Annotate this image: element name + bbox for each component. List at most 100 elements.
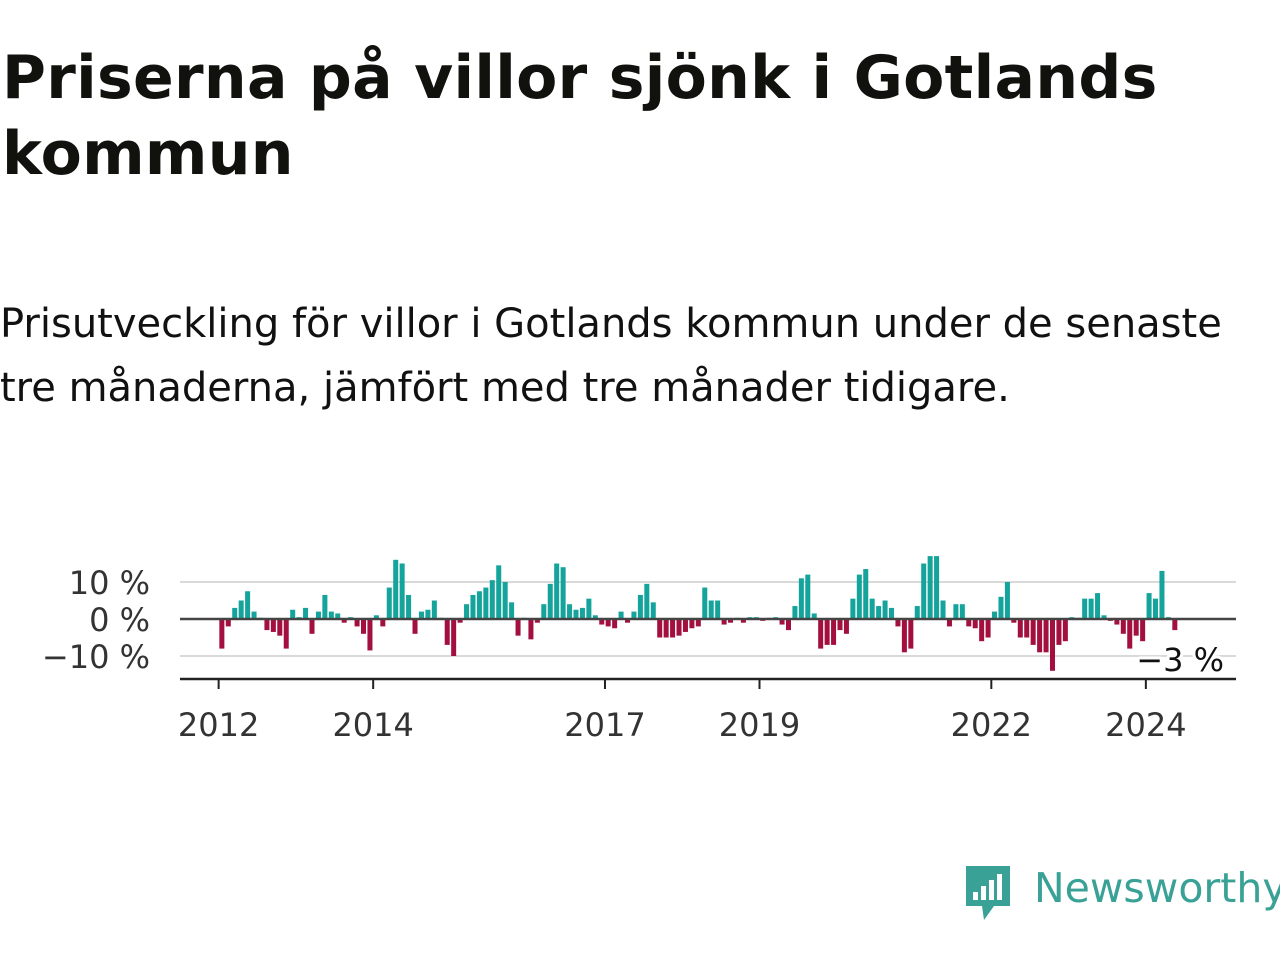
bar	[689, 619, 695, 629]
x-tick-label: 2012	[178, 706, 259, 744]
bar	[625, 619, 631, 623]
bar	[1127, 619, 1133, 649]
bar	[837, 619, 843, 631]
bar	[1049, 619, 1055, 671]
bar	[901, 619, 907, 653]
bar	[502, 582, 508, 619]
bar	[631, 611, 637, 619]
bar	[998, 596, 1004, 619]
bar	[728, 619, 734, 623]
bar	[418, 611, 424, 619]
bar	[798, 578, 804, 619]
bar	[863, 569, 869, 619]
x-tick-label: 2019	[719, 706, 800, 744]
bar	[1043, 619, 1049, 653]
bar	[979, 619, 985, 642]
bar	[341, 619, 347, 623]
bar	[876, 606, 882, 619]
bar	[779, 619, 785, 625]
newsworthy-logo-icon	[966, 866, 1010, 920]
bar	[1017, 619, 1023, 638]
bar	[386, 587, 392, 619]
x-tick-label: 2024	[1105, 706, 1186, 744]
bar	[940, 600, 946, 619]
bar	[715, 600, 721, 619]
bar	[412, 619, 418, 634]
bar	[560, 567, 566, 619]
bar	[637, 594, 643, 619]
bar	[972, 619, 978, 629]
bar	[612, 619, 618, 629]
bar	[1153, 598, 1159, 619]
bar	[740, 619, 746, 623]
bar	[232, 607, 238, 619]
bar	[573, 609, 579, 619]
bar	[277, 619, 283, 636]
bar	[592, 615, 598, 619]
y-tick-label: 0 %	[89, 601, 150, 639]
bar	[856, 574, 862, 619]
bar	[850, 598, 856, 619]
bar	[882, 600, 888, 619]
bar	[946, 619, 952, 627]
bar	[1024, 619, 1030, 638]
chart-title: Priserna på villor sjönk i Gotlands komm…	[2, 43, 1158, 189]
bar	[985, 619, 991, 638]
chart-subtitle: Prisutveckling för villor i Gotlands kom…	[0, 301, 1222, 411]
bar-chart: 10 %0 %−10 % 2012 2014 2017 2019 2022 2024 −3 %	[42, 556, 1236, 744]
bar	[889, 607, 895, 619]
bar	[1146, 593, 1152, 619]
bar	[1062, 619, 1068, 642]
bar	[554, 563, 560, 619]
bar	[361, 619, 367, 634]
bar	[1172, 619, 1178, 631]
bar	[708, 600, 714, 619]
bar	[792, 606, 798, 619]
last-value-label: −3 %	[1136, 641, 1224, 679]
bar	[515, 619, 521, 636]
bar	[914, 606, 920, 619]
bar	[464, 604, 470, 619]
bar	[534, 619, 540, 623]
bar	[695, 619, 701, 627]
bar	[959, 604, 965, 619]
bar	[322, 594, 328, 619]
bar	[1088, 598, 1094, 619]
bar	[1095, 593, 1101, 619]
bar	[290, 609, 296, 619]
bar	[927, 556, 933, 619]
bar	[586, 598, 592, 619]
x-tick-label: 2017	[564, 706, 645, 744]
bar	[328, 611, 334, 619]
bar	[238, 600, 244, 619]
bar	[579, 607, 585, 619]
bar	[444, 619, 450, 645]
bar	[663, 619, 669, 638]
bar	[528, 619, 534, 640]
bar	[457, 619, 463, 623]
bar	[245, 591, 251, 619]
bar	[373, 615, 379, 619]
bar	[895, 619, 901, 627]
bar	[670, 619, 676, 638]
bar	[676, 619, 682, 636]
bar	[425, 609, 431, 619]
bar	[270, 619, 276, 632]
brand-logo: Newsworthy	[962, 862, 1280, 928]
bar	[380, 619, 386, 627]
bar	[315, 611, 321, 619]
bar	[650, 602, 656, 619]
bar	[1004, 582, 1010, 619]
bar	[399, 563, 405, 619]
bar	[908, 619, 914, 649]
bar	[921, 563, 927, 619]
bar	[953, 604, 959, 619]
bar	[599, 619, 605, 625]
bar	[451, 619, 457, 656]
bar	[264, 619, 270, 631]
bar	[1120, 619, 1126, 634]
bar	[1030, 619, 1036, 645]
bar	[489, 580, 495, 619]
bar	[406, 594, 412, 619]
bar	[831, 619, 837, 645]
